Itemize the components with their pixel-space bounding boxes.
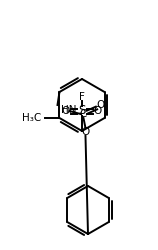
Text: O: O [81,127,90,137]
Text: C: C [80,109,87,119]
Text: F: F [79,92,85,102]
Text: H₃C: H₃C [22,113,42,123]
Text: O: O [96,100,105,110]
Text: S: S [78,104,86,118]
Text: HN: HN [61,105,77,115]
Text: O: O [94,106,102,116]
Text: O: O [62,106,70,116]
